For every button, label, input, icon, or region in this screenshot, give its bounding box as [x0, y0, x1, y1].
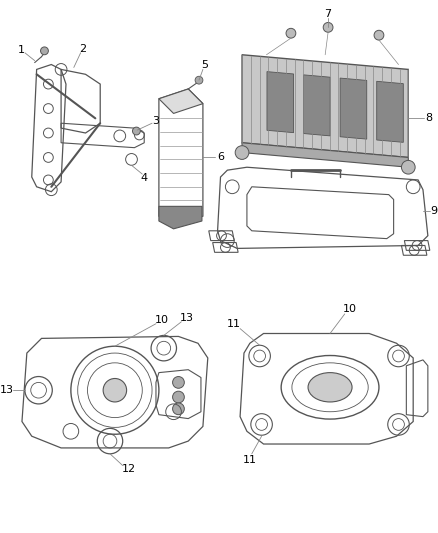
Text: 9: 9 — [430, 206, 437, 216]
Text: 10: 10 — [343, 304, 357, 314]
Text: 2: 2 — [79, 44, 86, 54]
Polygon shape — [242, 55, 408, 157]
Circle shape — [103, 378, 127, 402]
Circle shape — [286, 28, 296, 38]
Circle shape — [402, 160, 415, 174]
Text: 6: 6 — [217, 152, 224, 163]
Polygon shape — [304, 75, 330, 136]
Text: 11: 11 — [243, 455, 257, 465]
Ellipse shape — [308, 373, 352, 402]
Text: 7: 7 — [325, 9, 332, 19]
Circle shape — [173, 376, 184, 388]
Circle shape — [173, 403, 184, 415]
Text: 1: 1 — [18, 45, 25, 55]
Polygon shape — [267, 71, 293, 133]
Text: 3: 3 — [152, 116, 159, 126]
Circle shape — [374, 30, 384, 40]
Text: 8: 8 — [425, 114, 432, 123]
Circle shape — [132, 127, 140, 135]
Circle shape — [323, 22, 333, 33]
Polygon shape — [242, 143, 408, 167]
Text: 5: 5 — [201, 60, 208, 69]
Text: 4: 4 — [141, 173, 148, 183]
Polygon shape — [159, 89, 203, 114]
Circle shape — [41, 47, 48, 55]
Text: 10: 10 — [155, 315, 169, 325]
Text: 12: 12 — [121, 464, 136, 474]
Text: 11: 11 — [227, 319, 241, 329]
Text: 13: 13 — [180, 313, 194, 323]
Circle shape — [173, 391, 184, 403]
Polygon shape — [377, 82, 403, 142]
Polygon shape — [340, 78, 367, 139]
Circle shape — [235, 146, 249, 159]
Polygon shape — [159, 206, 202, 229]
Text: 13: 13 — [0, 385, 14, 395]
Circle shape — [195, 76, 203, 84]
